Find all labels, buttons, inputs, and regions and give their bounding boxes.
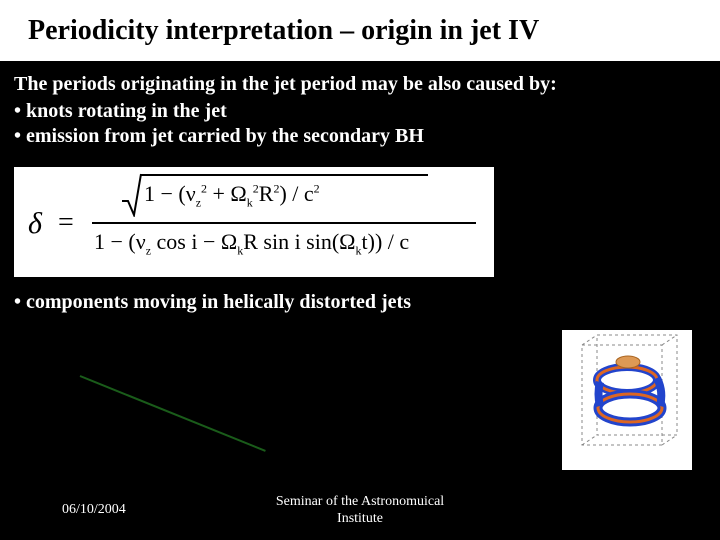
footer-venue: Seminar of the Astronomuical Institute <box>0 494 720 528</box>
eq-fraction-line <box>92 222 476 224</box>
eq-denominator: 1 − (νz cos i − ΩkR sin i sin(Ωkt)) / c <box>94 229 409 258</box>
eq-sub: k <box>247 195 253 209</box>
intro-text: The periods originating in the jet perio… <box>14 72 706 97</box>
sqrt-bar <box>140 174 428 176</box>
eq-t: + Ω <box>207 181 247 206</box>
content-block: The periods originating in the jet perio… <box>0 64 720 149</box>
eq-equals: = <box>58 207 74 239</box>
bullet-3: • components moving in helically distort… <box>14 291 720 314</box>
eq-t: cos i − Ω <box>151 229 237 254</box>
eq-delta: δ <box>28 207 42 241</box>
equation-container: δ = 1 − (νz2 + Ωk2R2) / c2 1 − (νz cos i… <box>14 167 720 277</box>
bullet-2: • emission from jet carried by the secon… <box>14 124 706 149</box>
title-bar: Periodicity interpretation – origin in j… <box>0 0 720 64</box>
eq-numerator: 1 − (νz2 + Ωk2R2) / c2 <box>122 173 462 217</box>
bullet-1: • knots rotating in the jet <box>14 99 706 124</box>
sqrt-icon <box>122 173 142 217</box>
eq-t: t)) / c <box>362 229 410 254</box>
eq-sup: 2 <box>314 182 320 196</box>
eq-t: R <box>259 181 274 206</box>
page-title: Periodicity interpretation – origin in j… <box>28 15 539 47</box>
helical-jet-figure <box>562 330 692 470</box>
helix-icon <box>562 330 692 470</box>
eq-sub: z <box>196 195 201 209</box>
footer-line2: Institute <box>337 511 383 526</box>
eq-t: 1 − (ν <box>144 181 196 206</box>
eq-t: R sin i sin(Ω <box>243 229 355 254</box>
green-diagonal-line <box>80 375 266 452</box>
eq-numerator-text: 1 − (νz2 + Ωk2R2) / c2 <box>144 181 320 210</box>
eq-t: ) / c <box>279 181 313 206</box>
eq-t: 1 − (ν <box>94 229 146 254</box>
equation-box: δ = 1 − (νz2 + Ωk2R2) / c2 1 − (νz cos i… <box>14 167 494 277</box>
footer-line1: Seminar of the Astronomuical <box>276 494 444 509</box>
